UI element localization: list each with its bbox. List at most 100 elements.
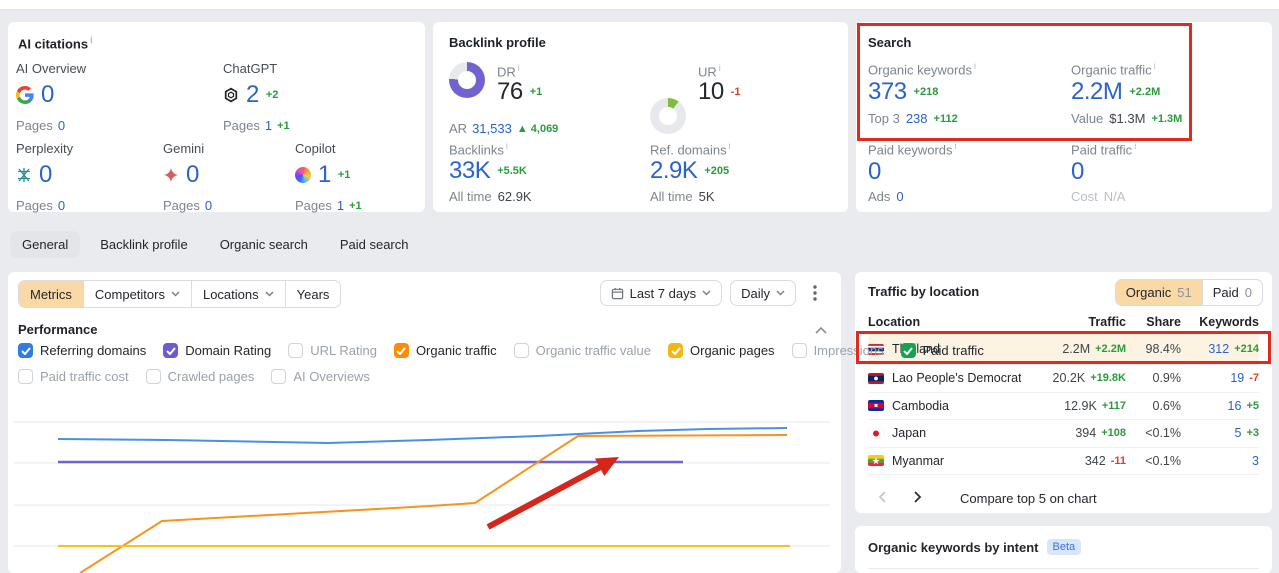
organic-count: 51	[1177, 285, 1192, 300]
metric-checkbox-ai-overviews[interactable]: AI Overviews	[271, 369, 370, 384]
tab-backlink-profile[interactable]: Backlink profile	[100, 237, 188, 252]
granularity-button[interactable]: Daily	[730, 280, 796, 306]
date-range-button[interactable]: Last 7 days	[599, 280, 723, 306]
top3-value[interactable]: 238	[905, 111, 928, 126]
checkbox-label: Paid traffic	[922, 343, 984, 358]
ref-domains-delta: +205	[704, 165, 730, 177]
toggle-paid[interactable]: Paid 0	[1201, 280, 1262, 305]
pages-label: Pages	[295, 198, 332, 213]
metric-checkbox-organic-traffic[interactable]: Organic traffic	[393, 343, 497, 358]
table-row-laos[interactable]: Lao People's Democratic Reput 20.2K +19.8…	[868, 365, 1259, 393]
share-value: 0.6%	[1152, 398, 1182, 413]
dr-label: DR	[497, 63, 520, 79]
top3-delta: +112	[933, 112, 958, 125]
organic-traffic-delta: +2.2M	[1129, 86, 1161, 98]
pages-count[interactable]: 0	[57, 198, 66, 213]
keywords-delta: +5	[1246, 399, 1259, 412]
metric-checkbox-organic-pages[interactable]: Organic pages	[668, 343, 775, 358]
backlinks-value[interactable]: 33K	[449, 157, 491, 184]
filter-segments: Metrics Competitors Locations Years	[18, 280, 342, 308]
segment-competitors[interactable]: Competitors	[84, 281, 192, 307]
citations-count[interactable]: 0	[41, 81, 54, 108]
keywords-value[interactable]: 19	[1230, 371, 1245, 386]
dr-delta: +1	[529, 86, 543, 98]
paid-traffic-value[interactable]: 0	[1071, 158, 1084, 185]
ur-label: UR	[698, 63, 721, 79]
ai-source-name: ChatGPT	[223, 61, 278, 76]
organic-traffic-value[interactable]: 2.2M	[1071, 78, 1123, 105]
table-row-thailand[interactable]: Thailand 2.2M +2.2M 98.4% 312 +214	[868, 334, 1259, 365]
keywords-value[interactable]: 312	[1208, 342, 1230, 356]
traffic-delta: +108	[1101, 427, 1126, 440]
metric-checkbox-paid-traffic-cost[interactable]: Paid traffic cost	[18, 369, 129, 384]
checkbox-label: Domain Rating	[185, 343, 272, 358]
traffic-delta: +19.8K	[1090, 372, 1126, 385]
table-row-myanmar[interactable]: Myanmar 342 -11 <0.1% 3	[868, 448, 1259, 475]
pages-count[interactable]: 0	[204, 198, 213, 213]
metric-checkbox-impressions[interactable]: Impressions	[791, 343, 884, 358]
copilot-logo-icon	[295, 167, 311, 183]
prev-page-button[interactable]	[868, 490, 896, 506]
performance-title: Performance	[18, 322, 98, 337]
checkbox-box	[393, 343, 409, 358]
ar-value[interactable]: 31,533	[472, 121, 512, 136]
keywords-value[interactable]: 5	[1234, 426, 1242, 441]
granularity-value: Daily	[741, 285, 770, 301]
alltime-label: All time	[650, 189, 693, 204]
share-value: <0.1%	[1145, 453, 1181, 468]
citations-count[interactable]: 1	[318, 161, 331, 188]
more-options-button[interactable]	[804, 280, 826, 306]
ai-citation-gemini: Gemini 0 Pages 0	[163, 141, 212, 213]
collapse-section-button[interactable]	[815, 322, 827, 337]
paid-keywords-label: Paid keywords	[868, 141, 957, 157]
locations-table: Location Traffic Share Keywords Thailand…	[868, 310, 1259, 475]
table-row-japan[interactable]: Japan 394 +108 <0.1% 5 +3	[868, 420, 1259, 448]
report-tabs: General Backlink profile Organic search …	[10, 231, 421, 258]
metric-checkbox-organic-traffic-value[interactable]: Organic traffic value	[513, 343, 651, 358]
pages-count[interactable]: 0	[57, 118, 66, 133]
dr-value: 76	[497, 78, 523, 105]
value-amount: $1.3M	[1109, 111, 1146, 126]
col-location: Location	[868, 314, 921, 329]
compare-top5-link[interactable]: Compare top 5 on chart	[960, 490, 1097, 506]
citations-count[interactable]: 2	[246, 81, 259, 108]
metric-checkbox-paid-traffic[interactable]: Paid traffic	[900, 343, 984, 358]
tab-general[interactable]: General	[10, 231, 81, 258]
segment-years[interactable]: Years	[296, 286, 330, 302]
checkbox-box	[513, 343, 529, 358]
citations-count[interactable]: 0	[39, 161, 52, 188]
next-page-button[interactable]	[904, 490, 932, 506]
metric-checkbox-domain-rating[interactable]: Domain Rating	[163, 343, 271, 358]
backlinks-delta: +5.5K	[497, 165, 527, 177]
pages-label: Pages	[163, 198, 200, 213]
alltime-value: 5K	[698, 189, 715, 204]
tab-organic-search[interactable]: Organic search	[219, 237, 308, 252]
ads-value[interactable]: 0	[896, 189, 904, 204]
tab-paid-search[interactable]: Paid search	[339, 237, 409, 252]
calendar-icon	[611, 287, 623, 299]
ref-domains-value[interactable]: 2.9K	[650, 157, 698, 184]
organic-keywords-value[interactable]: 373	[868, 78, 907, 105]
divider	[868, 568, 1259, 569]
keywords-value[interactable]: 3	[1252, 453, 1259, 468]
beta-badge: Beta	[1046, 539, 1082, 555]
paid-keywords-value[interactable]: 0	[868, 158, 881, 185]
traffic-delta: +117	[1101, 399, 1126, 412]
cambodia-flag-icon	[868, 400, 884, 412]
metric-checkbox-referring-domains[interactable]: Referring domains	[18, 343, 146, 358]
segment-locations[interactable]: Locations	[192, 281, 286, 307]
keywords-value[interactable]: 16	[1227, 398, 1242, 413]
toggle-organic[interactable]: Organic 51	[1115, 280, 1202, 305]
chevron-down-icon	[171, 291, 180, 297]
table-footer: Compare top 5 on chart	[868, 484, 1259, 512]
paid-count: 0	[1244, 285, 1252, 300]
table-row-cambodia[interactable]: Cambodia 12.9K +117 0.6% 16 +5	[868, 393, 1259, 420]
metric-checkbox-url-rating[interactable]: URL Rating	[288, 343, 377, 358]
segment-metrics[interactable]: Metrics	[19, 281, 84, 307]
checkbox-label: AI Overviews	[293, 369, 370, 384]
pages-count[interactable]: 1	[264, 118, 273, 133]
citations-count[interactable]: 0	[186, 161, 199, 188]
date-range-value: Last 7 days	[629, 285, 697, 301]
metric-checkbox-crawled-pages[interactable]: Crawled pages	[145, 369, 254, 384]
pages-count[interactable]: 1	[336, 198, 345, 213]
